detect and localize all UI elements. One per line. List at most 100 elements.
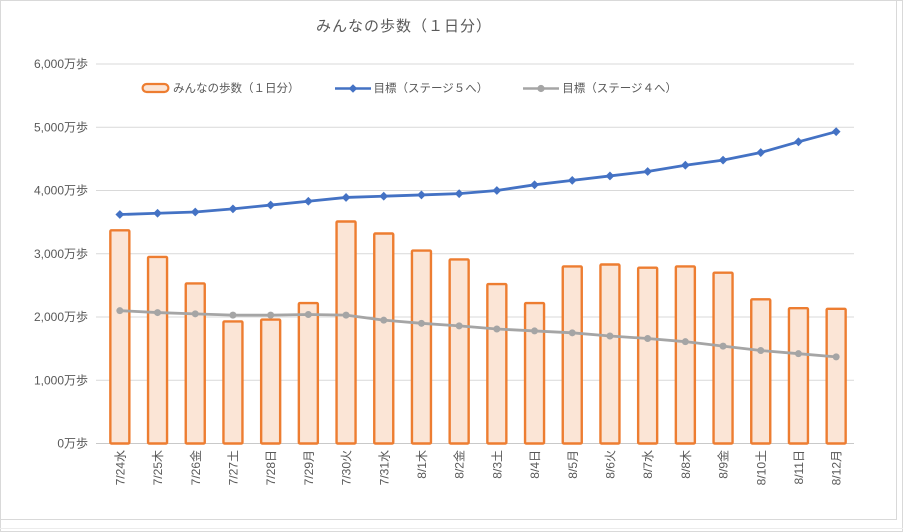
bar [259, 318, 282, 445]
line-diamond-swatch-icon [334, 83, 371, 94]
circle-marker [832, 353, 840, 361]
circle-marker [681, 338, 689, 346]
x-tick-label: 7/27土 [226, 450, 240, 485]
diamond-marker [341, 193, 351, 202]
y-tick-label: 4,000万歩 [34, 183, 88, 198]
diamond-marker [228, 204, 238, 214]
circle-marker [267, 311, 275, 319]
circle-marker [606, 332, 614, 340]
x-tick-label: 8/12月 [830, 450, 844, 485]
circle-marker [794, 350, 802, 358]
diamond-marker [379, 191, 389, 201]
bar [184, 282, 206, 445]
circle-marker [342, 311, 350, 319]
diamond-marker [756, 148, 766, 157]
circle-marker [531, 327, 539, 335]
circle-marker [154, 309, 162, 317]
diamond-marker [794, 137, 803, 147]
x-tick-label: 8/6火 [603, 450, 617, 479]
circle-marker [380, 316, 388, 324]
legend-item-steps: みんなの歩数（１日分） [141, 80, 300, 96]
x-tick-label: 8/5月 [566, 450, 580, 479]
bar [373, 232, 395, 445]
legend-label-goal-stage5: 目標（ステージ５へ） [373, 83, 489, 95]
x-tick-label: 8/9金 [716, 450, 731, 479]
x-tick-label: 8/11日 [792, 450, 806, 484]
bar [599, 263, 621, 445]
line-series [119, 309, 837, 359]
bar [146, 255, 169, 445]
line-circle-swatch-icon [523, 83, 560, 94]
x-tick-label: 8/10土 [754, 450, 768, 485]
y-tick-label: 5,000万歩 [34, 119, 88, 134]
legend-item-goal-stage5: 目標（ステージ５へ） [334, 80, 489, 96]
bar [335, 220, 357, 445]
circle-marker [719, 342, 727, 350]
circle-marker [568, 329, 576, 337]
circle-marker [304, 310, 312, 318]
y-tick-label: 3,000万歩 [34, 246, 88, 261]
y-tick-label: 6,000万歩 [34, 56, 88, 71]
legend: みんなの歩数（１日分） 目標（ステージ５へ） 目標（ステージ４へ） [141, 80, 677, 96]
bar [410, 249, 433, 445]
x-tick-label: 7/24水 [113, 450, 127, 485]
diamond-marker [454, 189, 464, 199]
bar [523, 301, 546, 445]
diamond-marker [190, 207, 200, 217]
x-tick-label: 7/26金 [188, 450, 203, 485]
bar [787, 306, 810, 445]
diamond-marker [831, 127, 841, 137]
diamond-marker [718, 155, 728, 165]
x-tick-label: 8/8木 [679, 450, 693, 479]
legend-label-goal-stage4: 目標（ステージ４へ） [562, 83, 678, 95]
bar [297, 301, 320, 445]
x-tick-label: 8/3土 [490, 450, 504, 479]
x-tick-label: 8/1木 [415, 450, 429, 479]
y-tick-label: 1,000万歩 [34, 372, 88, 387]
x-tick-label: 7/29月 [302, 450, 316, 485]
diamond-marker [530, 180, 539, 190]
bar [561, 265, 583, 445]
bar [674, 265, 697, 445]
circle-marker [229, 311, 237, 319]
y-tick-label: 0万歩 [57, 436, 88, 451]
diamond-marker [115, 210, 125, 219]
diamond-marker [417, 190, 426, 200]
x-tick-label: 7/25木 [151, 450, 165, 485]
legend-item-goal-stage4: 目標（ステージ４へ） [523, 80, 677, 96]
bar [222, 320, 244, 445]
bar [486, 282, 508, 445]
diamond-marker [680, 160, 690, 170]
line-series [119, 130, 837, 216]
bar-series-swatch-icon [141, 82, 170, 94]
diamond-marker [605, 171, 615, 181]
x-tick-label: 8/7水 [641, 450, 655, 479]
diamond-marker [303, 196, 313, 206]
diamond-marker [643, 167, 653, 176]
x-tick-label: 7/31水 [377, 450, 391, 485]
y-tick-label: 2,000万歩 [34, 309, 88, 324]
diamond-marker [266, 200, 276, 210]
bar [109, 229, 131, 445]
circle-marker [493, 325, 501, 333]
diamond-marker [492, 186, 502, 195]
bottom-divider [0, 528, 903, 529]
chart-title: みんなの歩数（１日分） [315, 18, 493, 35]
circle-marker [757, 347, 765, 355]
bar [750, 298, 772, 445]
bar [636, 266, 659, 445]
bar [825, 307, 847, 445]
circle-marker [455, 322, 463, 330]
x-tick-label: 7/28日 [264, 450, 278, 485]
bar [712, 271, 734, 445]
legend-label-steps: みんなの歩数（１日分） [173, 83, 300, 95]
circle-marker [417, 319, 425, 327]
circle-marker [644, 335, 652, 343]
circle-marker [191, 310, 199, 318]
x-tick-label: 7/30火 [340, 450, 354, 485]
x-tick-label: 8/2金 [452, 450, 467, 479]
circle-marker [116, 307, 124, 315]
x-tick-label: 8/4日 [528, 450, 542, 479]
